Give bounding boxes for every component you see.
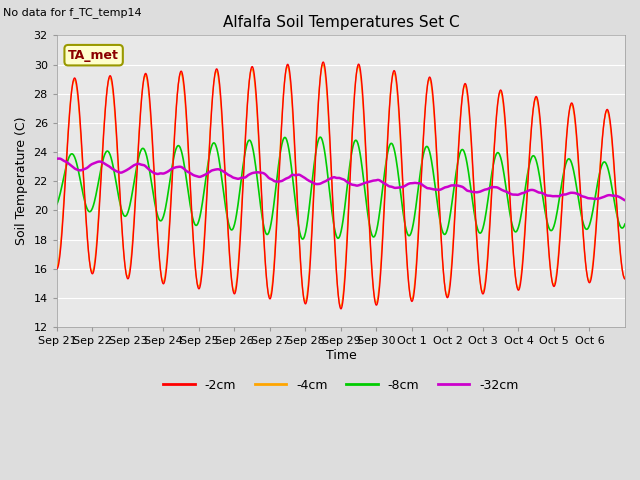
Text: TA_met: TA_met (68, 48, 119, 61)
X-axis label: Time: Time (326, 349, 356, 362)
Y-axis label: Soil Temperature (C): Soil Temperature (C) (15, 117, 28, 245)
Title: Alfalfa Soil Temperatures Set C: Alfalfa Soil Temperatures Set C (223, 15, 460, 30)
Text: No data for f_TC_temp14: No data for f_TC_temp14 (3, 7, 142, 18)
Legend: -2cm, -4cm, -8cm, -32cm: -2cm, -4cm, -8cm, -32cm (158, 374, 524, 397)
